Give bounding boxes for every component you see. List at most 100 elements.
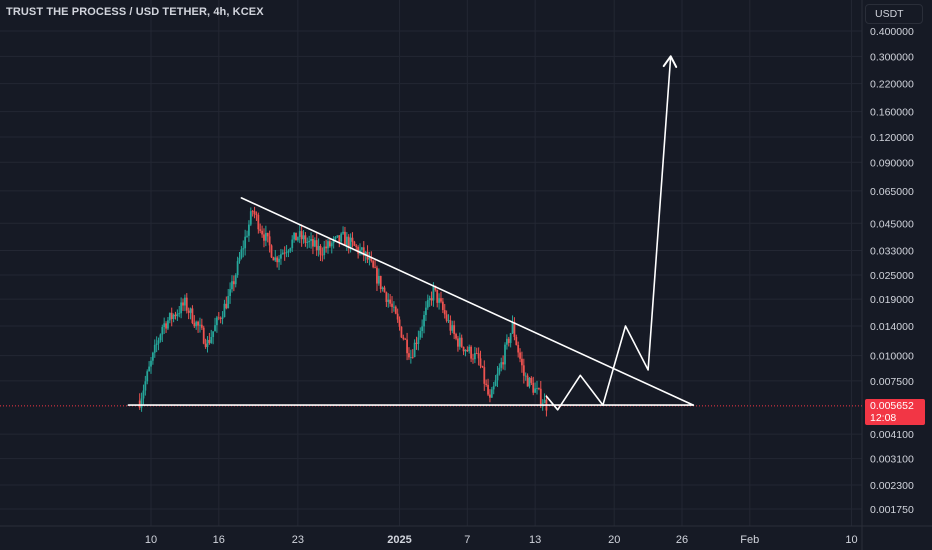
candle-body <box>347 236 350 248</box>
candle-body <box>338 235 341 242</box>
x-tick-label: Feb <box>740 534 759 546</box>
candle-body <box>496 373 499 381</box>
candle-body <box>208 339 211 343</box>
candle-body <box>140 398 143 408</box>
candle-body <box>151 352 154 361</box>
candle-body <box>313 240 316 247</box>
x-tick-label: 7 <box>464 534 470 546</box>
chart-title: TRUST THE PROCESS / USD TETHER, 4h, KCEX <box>6 6 264 18</box>
candle-body <box>521 358 523 366</box>
candle-body <box>210 336 213 343</box>
candle-body <box>417 337 420 344</box>
candle-body <box>409 356 412 358</box>
candle-body <box>319 245 322 255</box>
candle-body <box>306 242 309 243</box>
candle-body <box>174 314 177 317</box>
candle-body <box>165 323 167 329</box>
candle-body <box>336 235 339 237</box>
candle-body <box>283 252 286 254</box>
candle-body <box>539 388 542 405</box>
candle-body <box>458 337 461 347</box>
candle-body <box>372 261 375 268</box>
candle-body <box>492 386 495 390</box>
candle-body <box>441 301 444 310</box>
descending-trendline[interactable] <box>240 197 695 406</box>
candle-body <box>168 312 171 321</box>
candle-body <box>172 314 175 319</box>
x-tick-label: 10 <box>845 534 857 546</box>
candle-body <box>504 344 506 365</box>
y-tick-label: 0.033000 <box>870 246 914 258</box>
y-tick-label: 0.014000 <box>870 321 914 333</box>
y-tick-label: 0.001750 <box>870 504 914 516</box>
candle-body <box>428 298 431 301</box>
y-tick-label: 0.160000 <box>870 107 914 119</box>
candle-body <box>187 310 190 313</box>
candle-body <box>251 211 254 213</box>
candle-body <box>481 365 484 368</box>
candle-body <box>377 275 380 284</box>
candle-body <box>206 339 209 348</box>
candle-body <box>425 307 427 316</box>
candle-body <box>376 267 378 284</box>
candle-body <box>298 231 301 238</box>
candle-body <box>223 303 226 318</box>
candle-body <box>398 319 401 327</box>
candle-body <box>195 321 198 327</box>
candle-body <box>328 241 331 247</box>
candle-body <box>185 297 188 311</box>
candle-body <box>155 343 158 345</box>
candle-body <box>217 317 220 319</box>
candle-body <box>487 384 489 395</box>
candle-body <box>176 313 179 317</box>
candle-body <box>423 315 425 327</box>
candle-body <box>281 252 284 255</box>
x-tick-label: 26 <box>676 534 688 546</box>
candle-body <box>511 322 514 334</box>
candle-body <box>393 306 395 308</box>
candle-body <box>263 234 265 241</box>
y-tick-label: 0.010000 <box>870 351 914 363</box>
candle-body <box>323 246 326 256</box>
y-tick-label: 0.007500 <box>870 376 914 388</box>
candle-body <box>517 344 520 353</box>
candle-body <box>308 240 311 243</box>
candle-body <box>468 346 471 352</box>
candle-body <box>449 320 452 331</box>
candle-body <box>289 248 292 251</box>
candle-body <box>138 400 141 408</box>
candle-body <box>387 299 390 302</box>
candle-body <box>455 334 457 339</box>
candle-body <box>360 247 363 250</box>
candle-body <box>161 327 164 335</box>
candle-body <box>293 232 296 240</box>
candle-body <box>530 377 533 383</box>
candle-body <box>327 241 329 249</box>
candle-body <box>246 235 248 237</box>
candle-body <box>413 342 416 358</box>
candle-body <box>532 382 535 393</box>
candle-body <box>402 337 405 339</box>
candle-body <box>315 240 318 251</box>
candle-body <box>255 214 258 216</box>
projected-path[interactable] <box>545 55 672 411</box>
candle-body <box>524 375 527 377</box>
candle-body <box>385 292 388 302</box>
candle-body <box>199 324 201 326</box>
candle-body <box>534 388 537 393</box>
candle-body <box>259 229 262 231</box>
candle-body <box>300 231 303 240</box>
candle-body <box>197 321 199 326</box>
candle-body <box>498 367 501 374</box>
candle-body <box>144 381 147 391</box>
y-tick-label: 0.019000 <box>870 294 914 306</box>
currency-button[interactable]: USDT <box>865 4 923 24</box>
candle-body <box>505 338 508 345</box>
candle-body <box>249 211 252 225</box>
candle-body <box>287 250 290 253</box>
candle-body <box>310 239 312 241</box>
candle-body <box>253 211 256 215</box>
candle-body <box>234 275 237 285</box>
candle-body <box>536 388 538 389</box>
